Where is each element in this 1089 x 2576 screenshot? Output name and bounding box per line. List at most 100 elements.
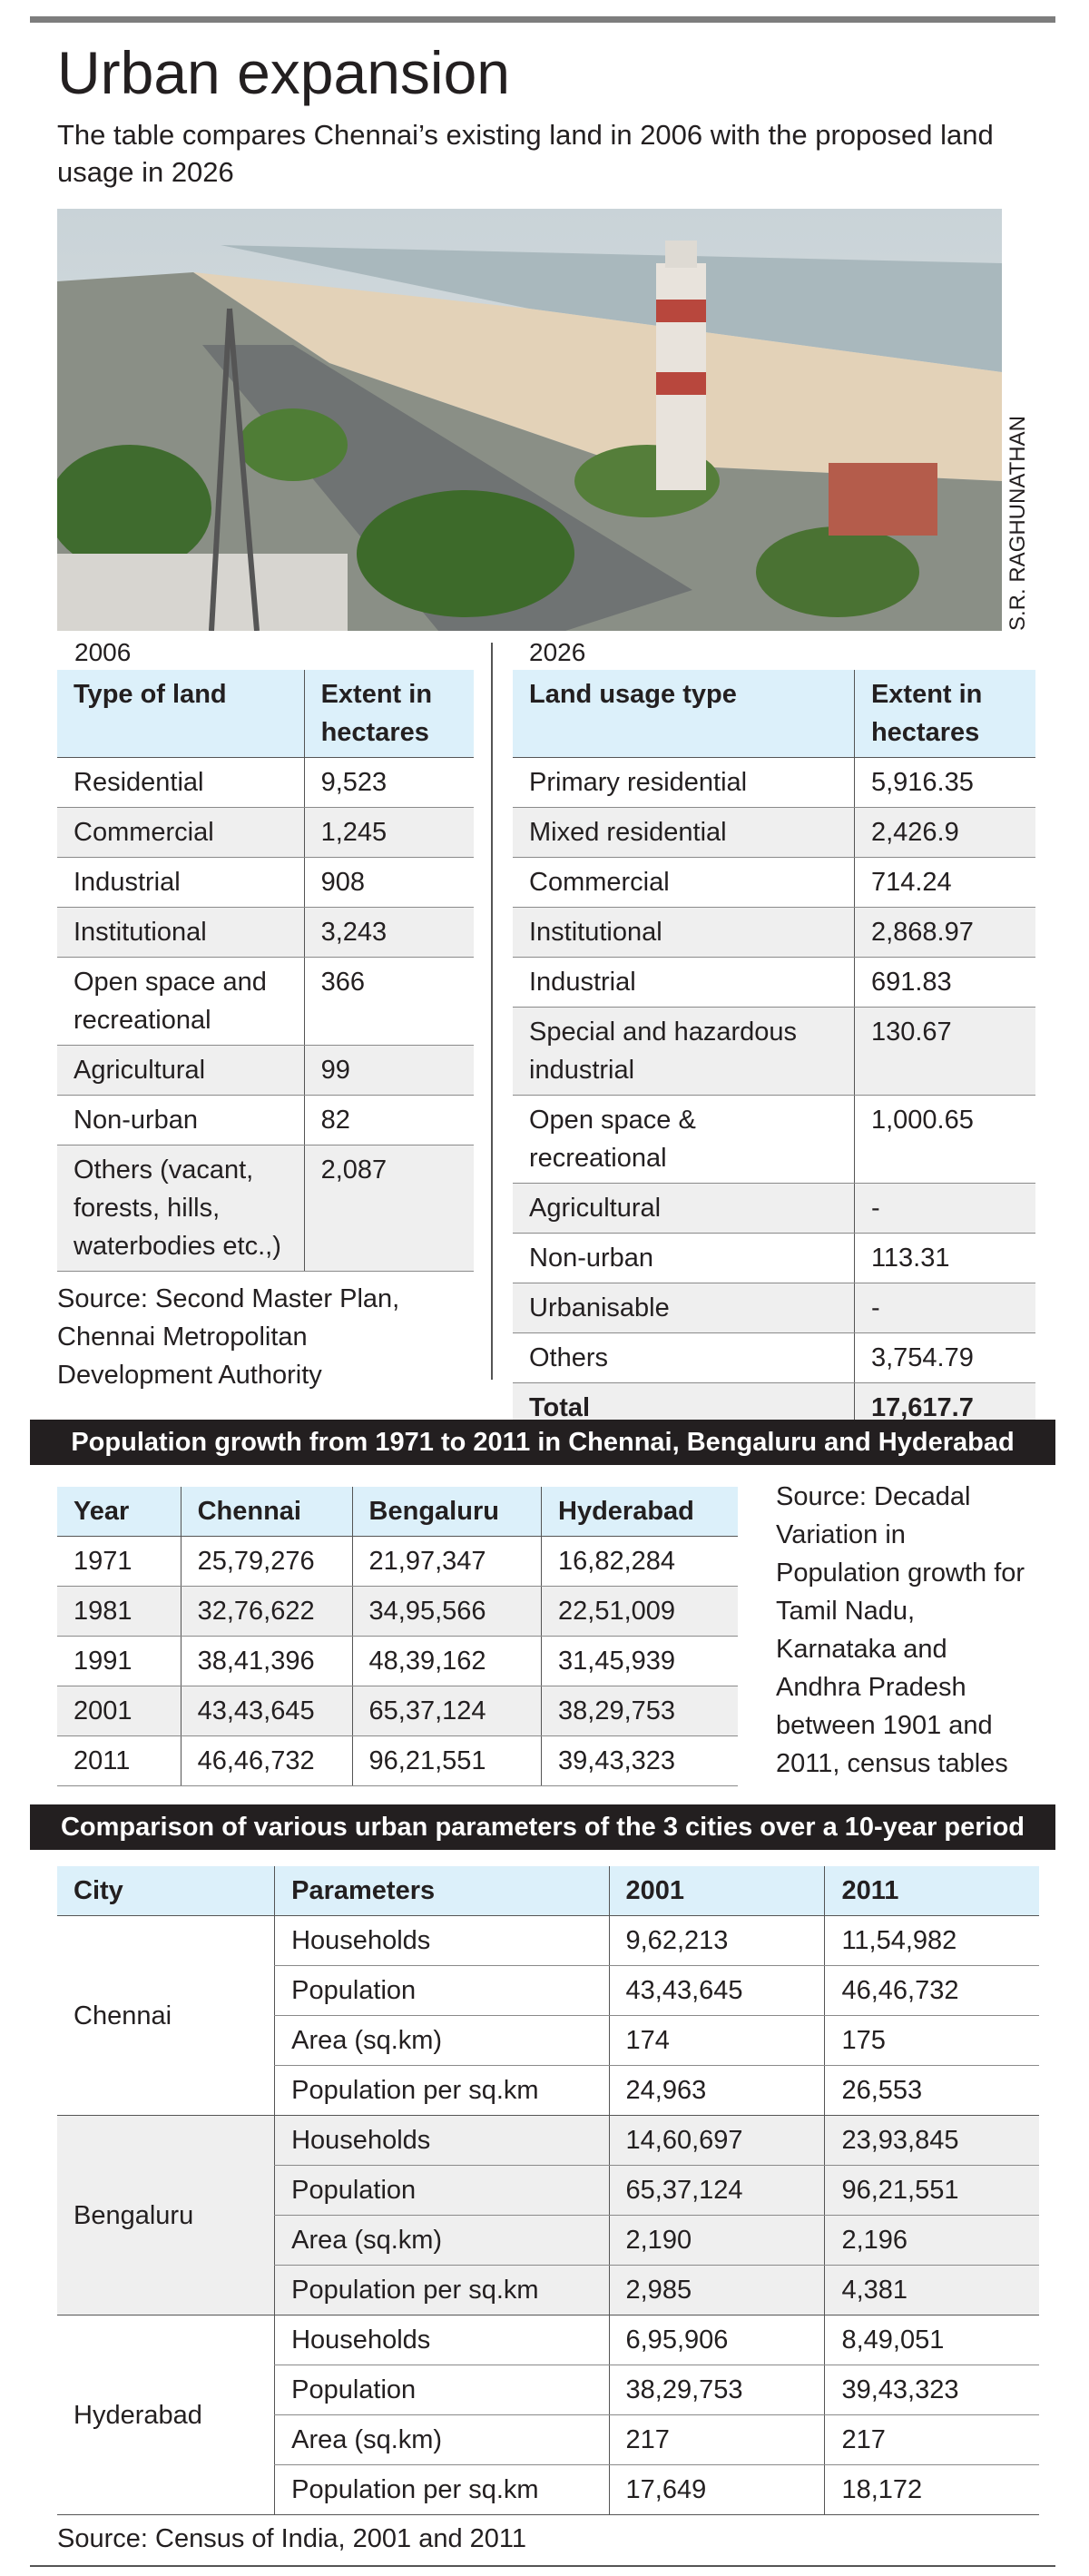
row: Area (sq.km) 174 175 xyxy=(57,2015,1039,2066)
cell: 14,60,697 xyxy=(608,2115,825,2166)
cell: 24,963 xyxy=(608,2065,825,2116)
cell: Agricultural xyxy=(57,1045,305,1096)
land-table-2026: Land usage type Extent in hectares Primary… xyxy=(513,670,1035,1433)
row: Urbanisable - xyxy=(513,1283,1035,1333)
cell: 99 xyxy=(303,1045,474,1096)
row: Area (sq.km) 217 217 xyxy=(57,2414,1039,2465)
cell: Others (vacant, forests, hills, waterbod… xyxy=(57,1145,305,1272)
row: Population per sq.km 2,985 4,381 xyxy=(57,2265,1039,2315)
cell: Population per sq.km xyxy=(274,2265,609,2315)
row: Industrial 691.83 xyxy=(513,957,1035,1008)
section-title: Population growth from 1971 to 2011 in C… xyxy=(30,1420,1055,1465)
cell: 1,245 xyxy=(303,807,474,858)
cell: 2,426.9 xyxy=(853,807,1035,858)
cell: 43,43,645 xyxy=(180,1686,353,1736)
source-note: Source: Second Master Plan, Chennai Metr… xyxy=(57,1284,400,1390)
table-label: 2006 xyxy=(74,638,132,666)
header-cell: Land usage type xyxy=(513,670,855,758)
row: 2001 43,43,645 65,37,124 38,29,753 xyxy=(57,1686,738,1736)
cell: Population xyxy=(274,2365,609,2415)
section-title: Comparison of various urban parameters o… xyxy=(30,1804,1055,1850)
cell: 113.31 xyxy=(853,1233,1035,1283)
cell: 26,553 xyxy=(824,2065,1039,2116)
row: 1981 32,76,622 34,95,566 22,51,009 xyxy=(57,1586,738,1637)
cell: 48,39,162 xyxy=(351,1636,542,1686)
cell: 31,45,939 xyxy=(541,1636,738,1686)
header-row: Land usage type Extent in hectares xyxy=(513,670,1035,758)
cell: 25,79,276 xyxy=(180,1536,353,1587)
header-cell: Hyderabad xyxy=(541,1487,738,1537)
cell: 691.83 xyxy=(853,957,1035,1008)
cell: 9,62,213 xyxy=(608,1915,825,1966)
cell: 2,190 xyxy=(608,2215,825,2266)
cell: 217 xyxy=(824,2414,1039,2465)
title: Urban expansion xyxy=(57,39,510,106)
cell: 34,95,566 xyxy=(351,1586,542,1637)
header-cell: 2001 xyxy=(608,1866,825,1916)
row: Mixed residential 2,426.9 xyxy=(513,807,1035,858)
cell: Urbanisable xyxy=(513,1283,855,1333)
header-row: City Parameters 2001 2011 xyxy=(57,1866,1039,1916)
header-cell: 2011 xyxy=(824,1866,1039,1916)
row: Area (sq.km) 2,190 2,196 xyxy=(57,2215,1039,2266)
top-rule xyxy=(30,16,1055,23)
row: Others 3,754.79 xyxy=(513,1332,1035,1383)
row: 1971 25,79,276 21,97,347 16,82,284 xyxy=(57,1536,738,1587)
cell: 43,43,645 xyxy=(608,1965,825,2016)
cell: Commercial xyxy=(513,857,855,908)
cell: 22,51,009 xyxy=(541,1586,738,1637)
cell: 1,000.65 xyxy=(853,1095,1035,1184)
row: Population 43,43,645 46,46,732 xyxy=(57,1965,1039,2016)
cell: 3,754.79 xyxy=(853,1332,1035,1383)
row: Open space and recreational 366 xyxy=(57,957,474,1046)
cell: - xyxy=(853,1183,1035,1234)
city-cell: Bengaluru xyxy=(57,2115,275,2315)
cell: 1981 xyxy=(57,1586,182,1637)
source-note: Source: Census of India, 2001 and 2011 xyxy=(57,2524,527,2553)
cell: 23,93,845 xyxy=(824,2115,1039,2166)
cell: 21,97,347 xyxy=(351,1536,542,1587)
row: Institutional 3,243 xyxy=(57,907,474,958)
cell: - xyxy=(853,1283,1035,1333)
cell: 714.24 xyxy=(853,857,1035,908)
cell: 1971 xyxy=(57,1536,182,1587)
cell: 32,76,622 xyxy=(180,1586,353,1637)
cell: 82 xyxy=(303,1095,474,1145)
cell: 65,37,124 xyxy=(608,2165,825,2216)
cell: Population per sq.km xyxy=(274,2065,609,2116)
header-row: Year Chennai Bengaluru Hyderabad xyxy=(57,1487,738,1537)
cell: 217 xyxy=(608,2414,825,2465)
divider xyxy=(491,643,493,1380)
cell: 2,087 xyxy=(303,1145,474,1272)
cell: 96,21,551 xyxy=(824,2165,1039,2216)
cell: Institutional xyxy=(57,907,305,958)
cell: Industrial xyxy=(57,857,305,908)
header-cell: Type of land xyxy=(57,670,305,758)
cell: Special and hazardous industrial xyxy=(513,1007,855,1096)
city-cell: Hyderabad xyxy=(57,2315,275,2515)
cell: 65,37,124 xyxy=(351,1686,542,1736)
cell: Industrial xyxy=(513,957,855,1008)
cell: 38,41,396 xyxy=(180,1636,353,1686)
cell: 2011 xyxy=(57,1735,182,1786)
cell: Primary residential xyxy=(513,757,855,808)
row: Industrial 908 xyxy=(57,857,474,908)
cell: 8,49,051 xyxy=(824,2315,1039,2365)
row: Primary residential 5,916.35 xyxy=(513,757,1035,808)
header-cell: Bengaluru xyxy=(351,1487,542,1537)
cell: Households xyxy=(274,2115,609,2166)
row: Institutional 2,868.97 xyxy=(513,907,1035,958)
cell: 39,43,323 xyxy=(541,1735,738,1786)
cell: Area (sq.km) xyxy=(274,2414,609,2465)
row: Special and hazardous industrial 130.67 xyxy=(513,1007,1035,1096)
row: Population per sq.km 24,963 26,553 xyxy=(57,2065,1039,2116)
cell: Population per sq.km xyxy=(274,2464,609,2515)
cell: 175 xyxy=(824,2015,1039,2066)
header-cell: Chennai xyxy=(180,1487,353,1537)
row: 1991 38,41,396 48,39,162 31,45,939 xyxy=(57,1636,738,1686)
source-note: Source: Decadal Variation in Population … xyxy=(776,1482,1025,1778)
row: Open space & recreational 1,000.65 xyxy=(513,1095,1035,1184)
cell: 2,868.97 xyxy=(853,907,1035,958)
cell: 17,649 xyxy=(608,2464,825,2515)
